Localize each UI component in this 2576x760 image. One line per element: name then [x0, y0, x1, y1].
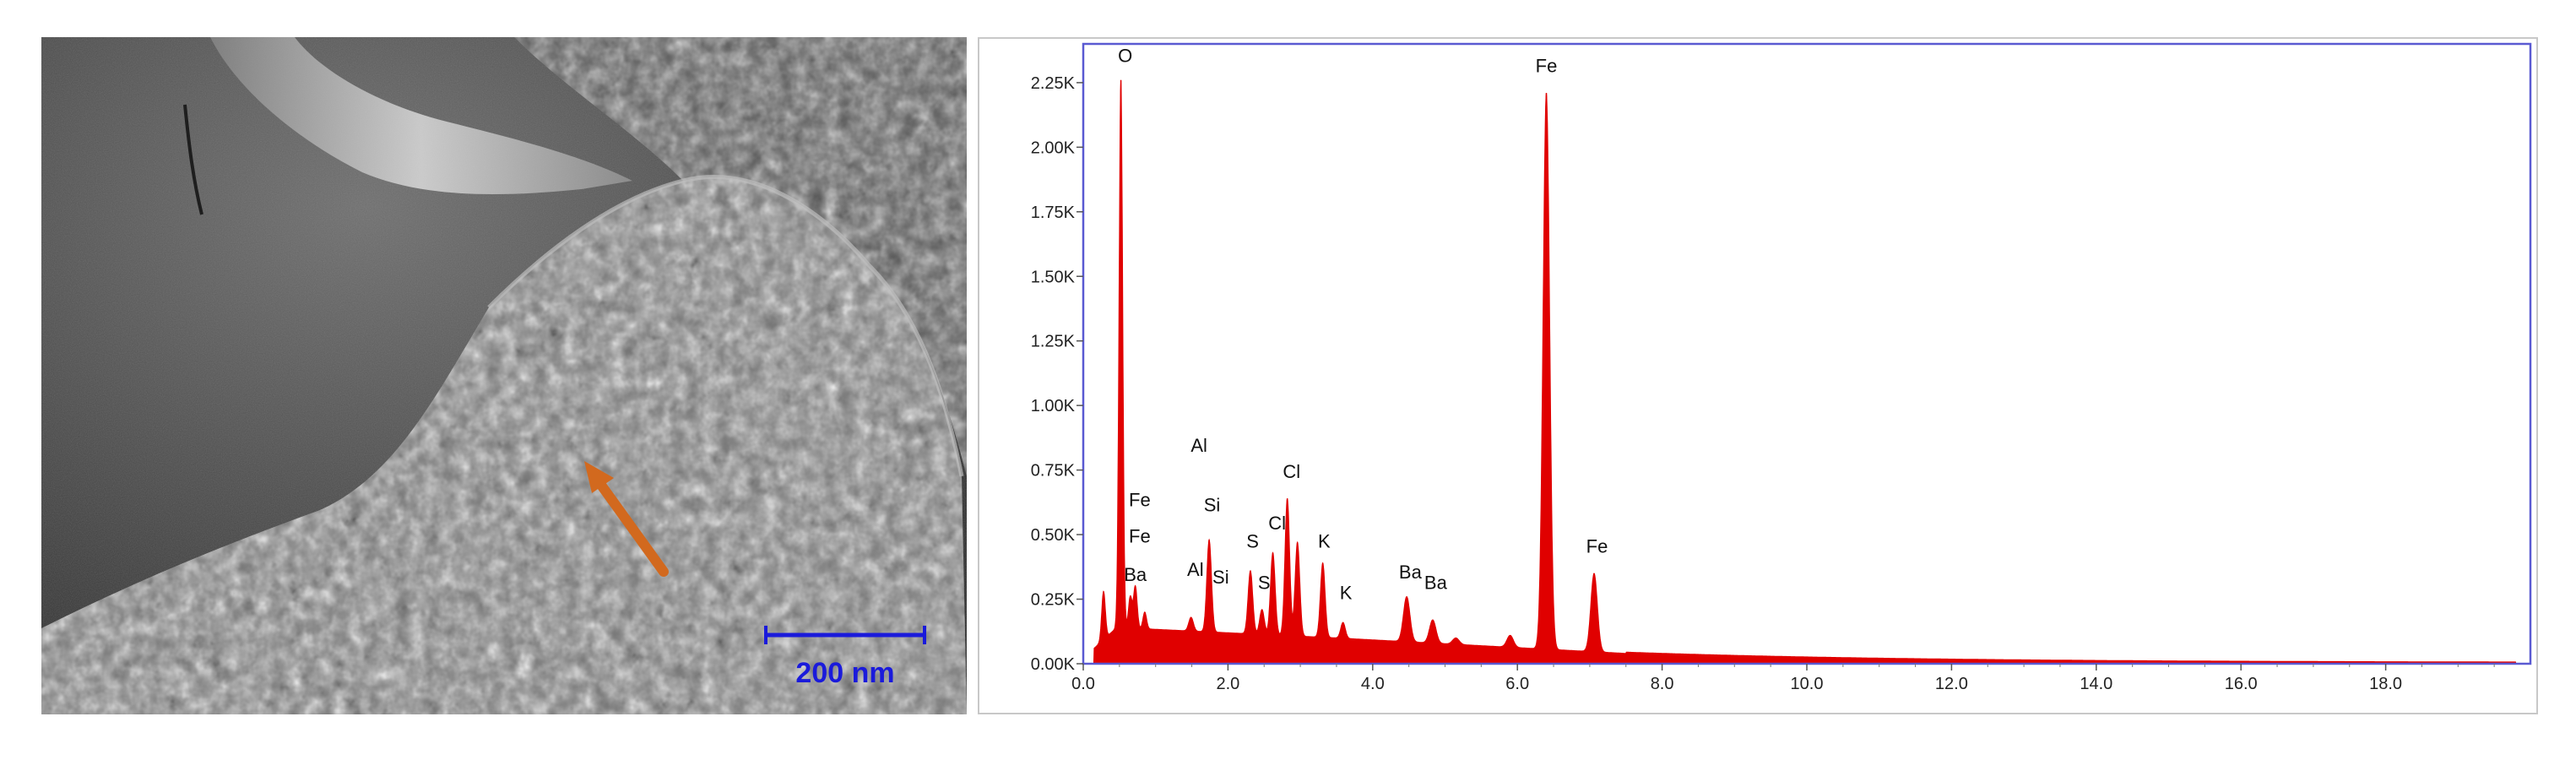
y-tick-label: 1.00K	[1031, 397, 1076, 415]
peak-label: O	[1118, 45, 1132, 66]
x-tick-label: 4.0	[1361, 675, 1385, 693]
y-tick-label: 0.50K	[1031, 526, 1076, 545]
peak-label: Ba	[1424, 572, 1448, 593]
scale-bar: 200 nm	[764, 626, 926, 689]
x-tick-label: 6.0	[1505, 675, 1529, 693]
peak-label: S	[1258, 572, 1271, 593]
peak-label: Fe	[1129, 489, 1151, 510]
x-tick-label: 14.0	[2080, 675, 2112, 693]
spectrum-series	[1083, 79, 2517, 665]
peak-label: Fe	[1586, 535, 1608, 556]
peak-label: Ba	[1124, 564, 1147, 585]
y-tick-label: 0.75K	[1031, 462, 1076, 480]
x-tick-label: 18.0	[2369, 675, 2402, 693]
sem-image: 200 nm	[41, 37, 967, 714]
x-tick-label: 8.0	[1651, 675, 1674, 693]
peak-label: S	[1246, 530, 1259, 551]
y-tick-label: 2.00K	[1031, 138, 1076, 157]
peak-label: Si	[1204, 495, 1221, 516]
y-tick-label: 1.50K	[1031, 268, 1076, 286]
y-tick-label: 1.25K	[1031, 333, 1076, 351]
peak-label: Cl	[1283, 461, 1300, 482]
y-tick-label: 1.75K	[1031, 204, 1076, 222]
sem-micrograph: 200 nm	[41, 37, 967, 714]
plot-frame	[1082, 42, 2532, 665]
x-tick-label: 10.0	[1791, 675, 1824, 693]
y-tick-label: 2.25K	[1031, 74, 1076, 93]
y-tick-label: 0.00K	[1031, 655, 1076, 674]
x-tick-label: 0.0	[1071, 675, 1095, 693]
arrow-marker	[584, 461, 669, 577]
peak-label: Si	[1212, 567, 1229, 588]
eds-spectrum-panel: 0.00K 0.25K 0.50K 0.75K 1.00K 1.25K 1.50K 1.75K…	[978, 37, 2538, 714]
peak-label: Ba	[1399, 562, 1423, 583]
x-tick-label: 2.0	[1216, 675, 1239, 693]
x-tick-label: 16.0	[2225, 675, 2258, 693]
peak-label: Cl	[1268, 513, 1286, 534]
scale-bar-label: 200 nm	[795, 657, 894, 689]
peak-label: Al	[1187, 559, 1204, 580]
eds-spectrum-chart: 0.00K 0.25K 0.50K 0.75K 1.00K 1.25K 1.50K 1.75K…	[1031, 42, 2532, 693]
x-tick-label: 12.0	[1935, 675, 1968, 693]
peak-label: Fe	[1129, 525, 1151, 546]
y-tick-label: 0.25K	[1031, 591, 1076, 610]
peak-label: K	[1318, 530, 1331, 551]
peak-label: Al	[1190, 435, 1207, 456]
peak-label: Fe	[1536, 56, 1558, 77]
peak-label: K	[1340, 583, 1353, 604]
